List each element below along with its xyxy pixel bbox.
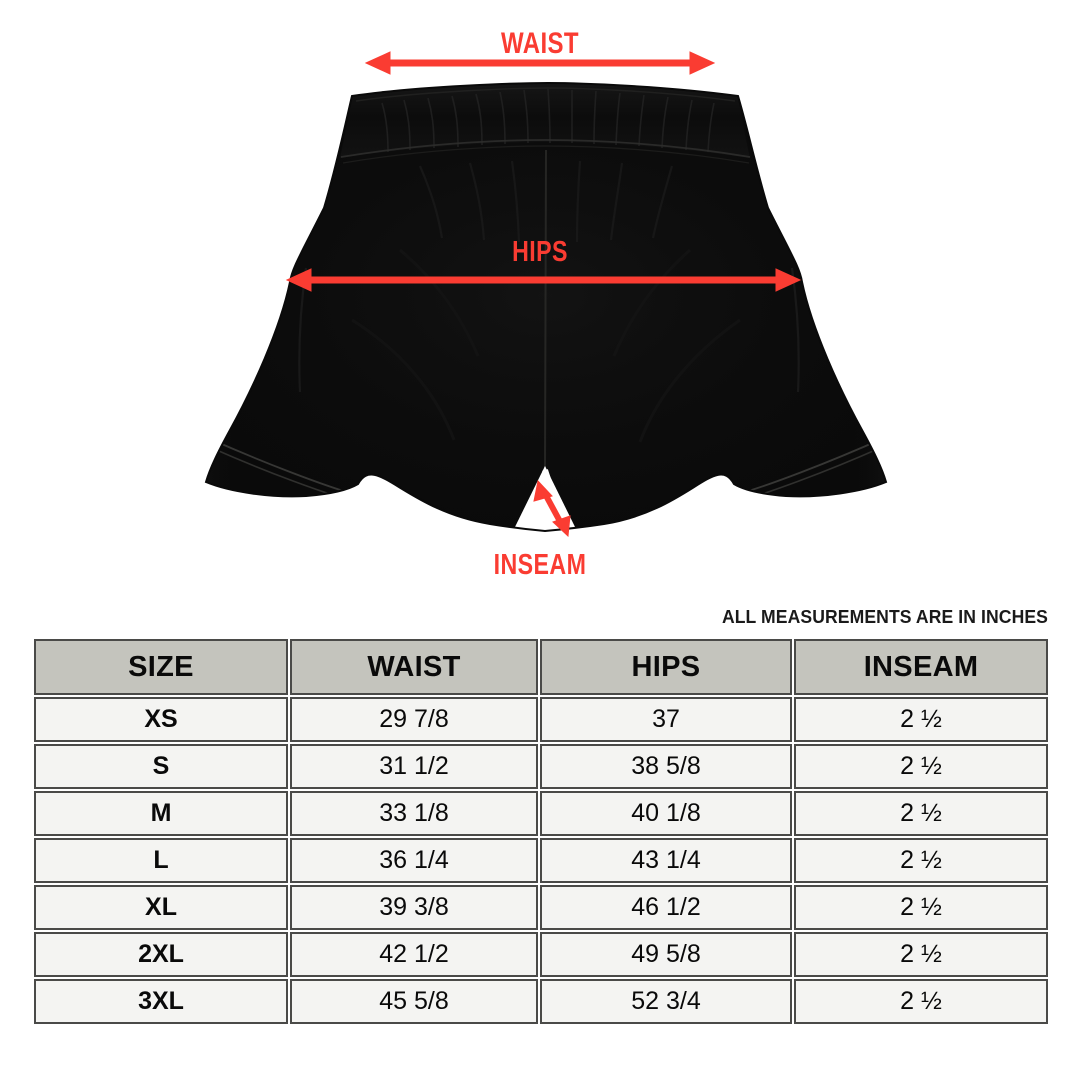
cell-size: 2XL (34, 932, 288, 977)
cell-size: L (34, 838, 288, 883)
table-row: XS 29 7/8 37 2 ½ (34, 697, 1048, 742)
cell-waist: 31 1/2 (290, 744, 538, 789)
cell-inseam: 2 ½ (794, 744, 1048, 789)
table-header-row: SIZE WAIST HIPS INSEAM (34, 639, 1048, 695)
cell-waist: 33 1/8 (290, 791, 538, 836)
column-header-waist: WAIST (290, 639, 538, 695)
cell-size: XL (34, 885, 288, 930)
table-row: XL 39 3/8 46 1/2 2 ½ (34, 885, 1048, 930)
cell-hips: 46 1/2 (540, 885, 792, 930)
waist-dimension-label: WAIST (501, 27, 579, 60)
cell-inseam: 2 ½ (794, 697, 1048, 742)
cell-size: S (34, 744, 288, 789)
hips-arrow (285, 268, 802, 292)
measurement-units-note: ALL MEASUREMENTS ARE IN INCHES (721, 606, 1048, 627)
cell-hips: 37 (540, 697, 792, 742)
column-header-inseam: INSEAM (794, 639, 1048, 695)
cell-size: M (34, 791, 288, 836)
column-header-size: SIZE (34, 639, 288, 695)
table-row: S 31 1/2 38 5/8 2 ½ (34, 744, 1048, 789)
column-header-hips: HIPS (540, 639, 792, 695)
cell-hips: 38 5/8 (540, 744, 792, 789)
table-row: L 36 1/4 43 1/4 2 ½ (34, 838, 1048, 883)
cell-inseam: 2 ½ (794, 979, 1048, 1024)
measurement-arrows-svg (285, 51, 802, 538)
waist-arrow (364, 51, 716, 75)
cell-hips: 40 1/8 (540, 791, 792, 836)
table-row: 2XL 42 1/2 49 5/8 2 ½ (34, 932, 1048, 977)
cell-inseam: 2 ½ (794, 791, 1048, 836)
cell-waist: 45 5/8 (290, 979, 538, 1024)
cell-hips: 43 1/4 (540, 838, 792, 883)
table-row: 3XL 45 5/8 52 3/4 2 ½ (34, 979, 1048, 1024)
cell-size: XS (34, 697, 288, 742)
inseam-dimension-label: INSEAM (493, 549, 587, 581)
cell-inseam: 2 ½ (794, 932, 1048, 977)
cell-waist: 39 3/8 (290, 885, 538, 930)
cell-waist: 36 1/4 (290, 838, 538, 883)
cell-waist: 42 1/2 (290, 932, 538, 977)
cell-inseam: 2 ½ (794, 885, 1048, 930)
garment-illustration: WAIST HIPS INSEAM (204, 27, 888, 581)
hips-dimension-label: HIPS (512, 236, 568, 268)
cell-hips: 49 5/8 (540, 932, 792, 977)
shorts-illustration-svg (204, 81, 888, 533)
cell-waist: 29 7/8 (290, 697, 538, 742)
size-chart-table: SIZE WAIST HIPS INSEAM XS 29 7/8 37 2 ½ … (32, 637, 1050, 1026)
inseam-arrow (533, 479, 571, 538)
cell-inseam: 2 ½ (794, 838, 1048, 883)
cell-size: 3XL (34, 979, 288, 1024)
table-row: M 33 1/8 40 1/8 2 ½ (34, 791, 1048, 836)
cell-hips: 52 3/4 (540, 979, 792, 1024)
